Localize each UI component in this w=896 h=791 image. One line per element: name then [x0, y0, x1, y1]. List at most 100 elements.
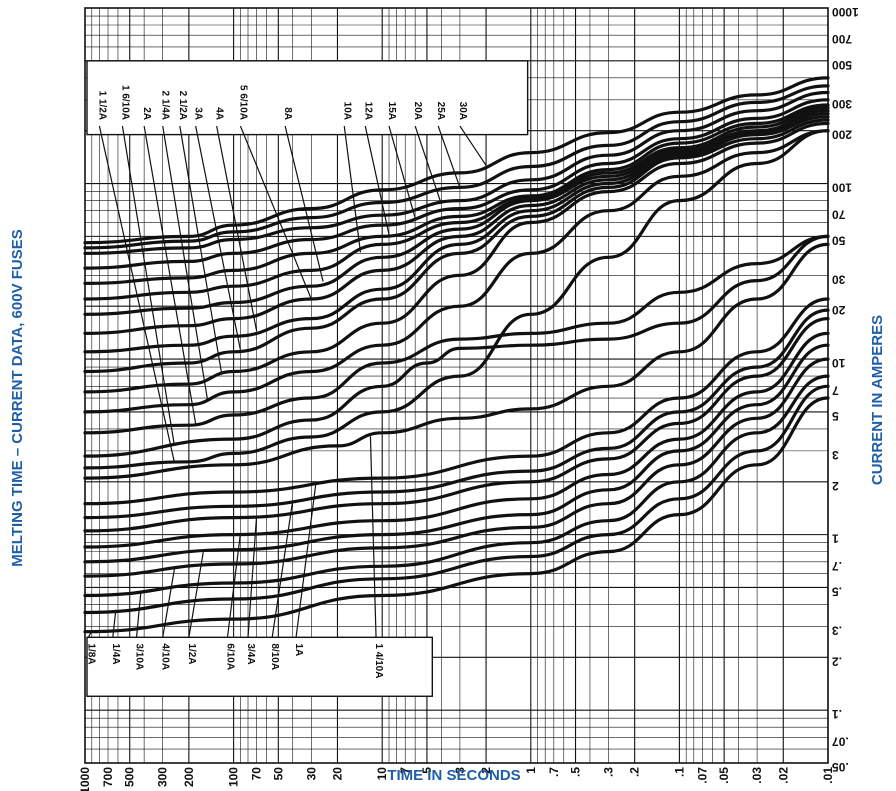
- fuse-curve-2-1-2a: [83, 121, 830, 394]
- fuse-curve-2-1-4a: [83, 129, 830, 414]
- fuse-rating-label: 3A: [193, 107, 204, 120]
- x-tick-label: 50: [271, 767, 285, 781]
- fuse-curve-10a: [83, 106, 830, 301]
- y-tick-label: 30: [832, 272, 846, 286]
- fuse-curve-12a: [83, 103, 830, 285]
- y-tick-label: .5: [832, 584, 842, 598]
- fuse-curve-4a: [83, 115, 830, 354]
- x-tick-label: 3: [453, 767, 467, 774]
- y-tick-label: 2: [832, 479, 839, 493]
- leader-line: [239, 125, 312, 300]
- x-tick-label: .5: [569, 767, 583, 777]
- y-tick-label: 20: [832, 303, 846, 317]
- leader-line: [295, 484, 317, 638]
- fuse-rating-label: 1/8A: [85, 643, 96, 664]
- x-tick-label: 500: [123, 767, 137, 787]
- leader-line: [179, 125, 223, 375]
- x-tick-label: 10: [375, 767, 389, 781]
- x-tick-label: .2: [628, 767, 642, 777]
- x-tick-label: 100: [227, 767, 241, 787]
- plot-frame: [84, 7, 829, 764]
- leader-line: [364, 125, 390, 235]
- fuse-rating-label: 3/10A: [134, 643, 145, 670]
- fuse-rating-label: 8A: [282, 107, 293, 120]
- y-tick-label: 50: [832, 233, 846, 247]
- fuse-rating-label: 1 1/2A: [96, 91, 107, 120]
- fuse-curve-1-6-10a: [83, 234, 830, 458]
- x-tick-label: .03: [750, 767, 764, 784]
- fuse-rating-label: 4/10A: [160, 643, 171, 670]
- y-tick-label: .3: [832, 623, 842, 637]
- leader-line: [135, 590, 142, 638]
- fuse-rating-label: 1/4A: [110, 643, 121, 664]
- leader-line: [414, 125, 442, 205]
- y-tick-label: 300: [832, 97, 852, 111]
- leader-line: [369, 436, 377, 638]
- leader-line: [121, 125, 176, 446]
- fuse-rating-label: 6/10A: [224, 643, 235, 670]
- fuse-curve-20a: [83, 90, 830, 255]
- leader-line: [271, 500, 294, 638]
- y-tick-label: 70: [832, 208, 846, 222]
- leader-line: [437, 125, 461, 188]
- fuse-curve-3-4a: [83, 317, 830, 533]
- x-tick-label: .05: [717, 767, 731, 784]
- fuse-curve-1a: [83, 297, 830, 506]
- y-tick-label: 700: [832, 32, 852, 46]
- y-tick-label: 1: [832, 532, 839, 546]
- y-tick-label: 10: [832, 356, 846, 370]
- x-tick-label: 70: [250, 767, 264, 781]
- x-tick-label: .07: [695, 767, 709, 784]
- fuse-curves: [83, 76, 830, 634]
- leader-line: [143, 125, 197, 424]
- y-tick-label: .1: [832, 707, 842, 721]
- x-tick-label: 1000: [78, 767, 92, 791]
- leader-line: [188, 552, 204, 638]
- fuse-rating-label: 2 1/4A: [160, 91, 171, 120]
- x-tick-label: 30: [304, 767, 318, 781]
- y-tick-labels: 1000 700 500 300 200 100 70 50 30 20 10 7 5 3 2 1 .7 .5 .3…: [832, 5, 859, 774]
- fuse-curve-6-10a: [83, 331, 830, 549]
- fuse-rating-label: 8/10A: [269, 643, 280, 670]
- fuse-curve-2a: [83, 234, 830, 435]
- fuse-curve-4-10a: [83, 357, 830, 578]
- x-tick-labels: 1000 700 500 300 200 100 70 50 30 20 10 7 5 3 2 1 .7 .5 .3…: [78, 767, 835, 791]
- y-tick-label: .07: [832, 734, 849, 748]
- x-tick-label: .7: [547, 767, 561, 777]
- leader-line: [388, 125, 416, 219]
- x-tick-label: 5: [420, 767, 434, 774]
- fuse-rating-label: 25A: [435, 102, 446, 120]
- fuse-curve-3a: [83, 118, 830, 374]
- x-tick-label: .1: [672, 767, 686, 777]
- fuse-rating-label: 1 4/10A: [373, 643, 384, 678]
- x-tick-label: 200: [182, 767, 196, 787]
- fuse-rating-label: 5 6/10A: [237, 85, 248, 120]
- fuse-curve-8-10a: [83, 308, 830, 520]
- leader-line: [162, 125, 209, 400]
- fuse-rating-label: 2 1/2A: [177, 91, 188, 120]
- y-tick-label: 1000: [832, 5, 859, 19]
- x-tick-label: 2: [479, 767, 493, 774]
- y-tick-label: .05: [832, 760, 849, 774]
- fuse-rating-label: 30A: [457, 102, 468, 120]
- fuse-curve-1-4a: [83, 384, 830, 615]
- label-boxes: [86, 60, 529, 697]
- fuse-curve-3-10a: [83, 374, 830, 598]
- leader-line: [226, 533, 241, 638]
- leader-line: [87, 630, 93, 638]
- fuse-curve-1-2a: [83, 343, 830, 564]
- x-tick-label: 300: [156, 767, 170, 787]
- leader-line: [162, 568, 176, 638]
- fuse-rating-label: 12A: [362, 102, 373, 120]
- y-tick-label: 3: [832, 448, 839, 462]
- leader-line: [459, 125, 487, 166]
- fuse-rating-label: 15A: [386, 102, 397, 120]
- fuse-rating-label: 1 6/10A: [119, 85, 130, 120]
- fuse-rating-label: 4A: [214, 107, 225, 120]
- y-tick-label: 5: [832, 409, 839, 423]
- leader-line: [98, 125, 176, 463]
- y-tick-label: 200: [832, 128, 852, 142]
- fuse-rating-label: 1/2A: [186, 643, 197, 664]
- leader-line: [112, 609, 117, 638]
- fuse-curve-1-8a: [83, 396, 830, 634]
